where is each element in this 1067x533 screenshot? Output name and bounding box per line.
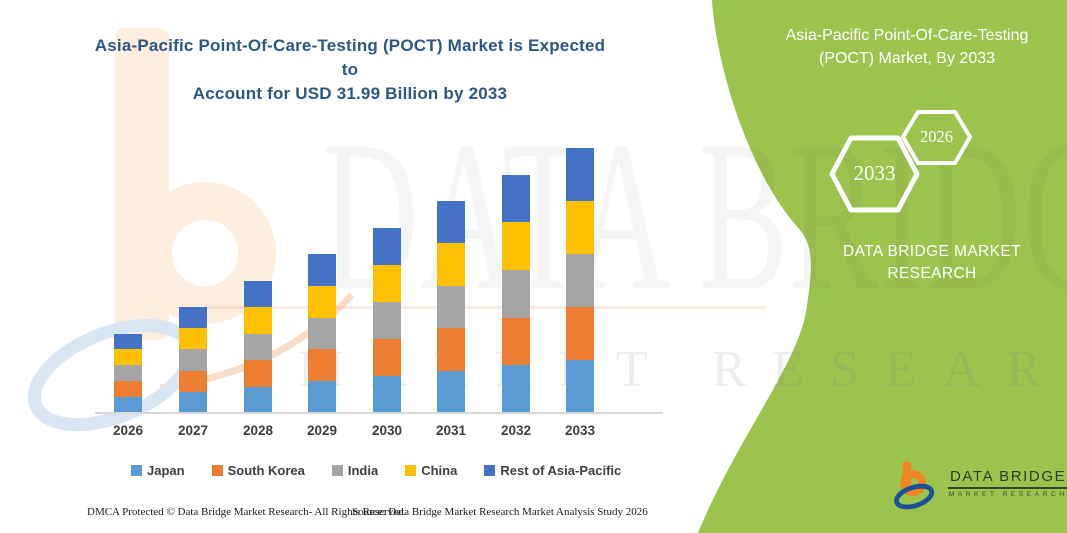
bar-2033-segment-india [566,254,594,307]
hexagon-2033-label: 2033 [853,161,896,185]
bar-2026-segment-india [114,365,142,382]
panel-brand-line2: RESEARCH [887,265,977,282]
x-axis-label-2027: 2027 [177,423,209,438]
bar-2029-segment-south-korea [308,349,336,382]
chart-legend: Japan South Korea India China Rest of Asia-P… [131,463,621,478]
bar-2026-segment-rest-of-asia-pacific [114,333,142,350]
bar-2030-segment-china [373,264,401,302]
data-bridge-logo-icon [894,461,935,510]
legend-marker-japan [131,465,142,476]
bar-2031 [437,201,465,413]
bar-2029-segment-japan [308,381,336,413]
bar-2033 [566,148,594,413]
x-axis-line [95,412,663,414]
x-axis-label-2030: 2030 [371,423,403,438]
bar-2033-segment-south-korea [566,307,594,360]
legend-item-japan: Japan [131,463,185,478]
bar-2031-segment-japan [437,370,465,413]
bar-2033-segment-rest-of-asia-pacific [566,148,594,201]
bar-2033-segment-japan [566,360,594,413]
legend-label-south-korea: South Korea [227,463,305,478]
hexagon-2026-label: 2026 [920,127,953,146]
watermark-underline [205,306,765,309]
source-text: Source: Data Bridge Market Research Mark… [352,506,648,518]
bar-2029-segment-rest-of-asia-pacific [308,254,336,286]
x-axis-label-2029: 2029 [306,423,338,438]
bar-2027-segment-south-korea [179,370,207,392]
bar-2032-segment-south-korea [502,317,530,366]
page-title-line1: Asia-Pacific Point-Of-Care-Testing (POCT… [94,36,606,79]
legend-label-rest-of-asia-pacific: Rest of Asia-Pacific [500,463,622,478]
x-axis-label-2032: 2032 [500,423,532,438]
bar-2026-segment-japan [114,397,142,413]
bar-2028 [244,280,272,413]
logo-name: DATA BRIDGE [948,468,1067,489]
bar-2032-segment-japan [502,365,530,413]
bar-2028-segment-south-korea [244,360,272,387]
bar-2031-segment-south-korea [437,328,465,371]
bar-2028-segment-china [244,307,272,334]
bar-2026-segment-china [114,349,142,366]
legend-marker-south-korea [211,465,223,476]
legend-item-india: India [331,463,379,478]
legend-item-china: China [405,463,457,478]
hexagon-2033-badge [829,135,920,213]
bar-2031-segment-rest-of-asia-pacific [437,201,465,244]
bar-2026-segment-south-korea [114,381,142,398]
bar-2030-segment-south-korea [373,338,401,376]
bar-2032-segment-china [502,222,530,270]
legend-item-rest-of-asia-pacific: Rest of Asia-Pacific [484,463,621,478]
panel-title-line2: (POCT) Market, By 2033 [818,50,996,67]
bar-2031-segment-india [437,285,465,329]
x-axis-label-2031: 2031 [435,423,467,438]
legend-item-south-korea: South Korea [211,463,305,478]
logo-text-block: DATA BRIDGE MARKET RESEARCH [948,468,1067,498]
bar-2027-segment-india [179,349,207,371]
bar-2027-segment-japan [179,391,207,413]
legend-marker-rest-of-asia-pacific [484,465,496,476]
bar-2029-segment-china [308,285,336,318]
page-title-line2: Account for USD 31.99 Billion by 2033 [192,84,508,103]
copyright-text: DMCA Protected © Data Bridge Market Rese… [87,506,407,518]
bar-2028-segment-rest-of-asia-pacific [244,280,272,307]
logo-subtext: MARKET RESEARCH [948,491,1067,498]
bar-2027-segment-china [179,328,207,350]
page-title: Asia-Pacific Point-Of-Care-Testing (POCT… [85,34,615,106]
legend-label-china: China [421,463,458,478]
bar-2027-segment-rest-of-asia-pacific [179,307,207,329]
bar-2028-segment-india [244,333,272,360]
x-axis-label-2028: 2028 [242,423,274,438]
bar-2030 [373,227,401,413]
panel-title-line1: Asia-Pacific Point-Of-Care-Testing [785,27,1029,44]
bar-2032-segment-rest-of-asia-pacific [502,174,530,223]
panel-title: Asia-Pacific Point-Of-Care-Testing (POCT… [756,24,1058,70]
hexagon-2026-badge [901,110,972,165]
bar-2029-segment-india [308,317,336,350]
bar-2032-segment-india [502,269,530,318]
bar-2032 [502,174,530,413]
legend-marker-india [331,465,343,476]
bar-2031-segment-china [437,243,465,286]
legend-marker-china [405,465,417,476]
x-axis-label-2033: 2033 [564,423,596,438]
panel-brand-line1: DATA BRIDGE MARKET [842,243,1021,260]
bar-2029 [308,254,336,413]
hexagon-badges [829,110,972,213]
bar-2030-segment-rest-of-asia-pacific [373,227,401,265]
data-bridge-logo: DATA BRIDGE MARKET RESEARCH [889,459,1067,511]
bar-2030-segment-india [373,301,401,339]
bar-2033-segment-china [566,201,594,254]
bar-2030-segment-japan [373,375,401,413]
x-axis-label-2026: 2026 [112,423,144,438]
legend-label-japan: Japan [147,463,185,478]
watermark-text-line2: MARKET RESEARCH [298,341,1067,398]
bar-2026 [114,333,142,413]
bar-2028-segment-japan [244,386,272,413]
panel-brand-text: DATA BRIDGE MARKET RESEARCH [798,241,1066,285]
legend-label-india: India [347,463,379,478]
bar-2027 [179,307,207,413]
